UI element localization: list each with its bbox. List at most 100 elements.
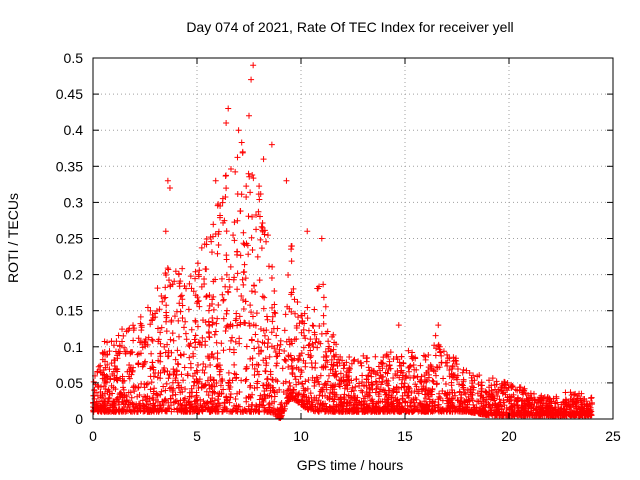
data-point xyxy=(407,399,414,406)
y-tick-label: 0.05 xyxy=(56,375,83,391)
data-point xyxy=(236,313,243,320)
data-point xyxy=(234,154,241,161)
outlier-point xyxy=(248,76,255,83)
data-point xyxy=(214,202,221,209)
data-point xyxy=(93,400,100,407)
data-point xyxy=(162,387,169,394)
data-point xyxy=(282,357,289,364)
data-point xyxy=(101,383,108,390)
data-point xyxy=(119,338,126,345)
data-point xyxy=(330,408,337,415)
data-point xyxy=(372,353,379,360)
data-point xyxy=(158,292,165,299)
data-point xyxy=(224,322,231,329)
data-point xyxy=(527,405,534,412)
data-point xyxy=(237,208,244,215)
data-point xyxy=(171,313,178,320)
data-point xyxy=(299,317,306,324)
data-point xyxy=(466,370,473,377)
data-point xyxy=(346,354,353,361)
data-point xyxy=(544,395,551,402)
data-point xyxy=(284,387,291,394)
data-point xyxy=(540,409,547,416)
data-point xyxy=(385,366,392,373)
data-point xyxy=(366,367,373,374)
data-point xyxy=(202,382,209,389)
data-point xyxy=(326,393,333,400)
data-point xyxy=(301,401,308,408)
data-point xyxy=(208,238,215,245)
data-point xyxy=(372,378,379,385)
data-point xyxy=(195,338,202,345)
data-point xyxy=(111,362,118,369)
data-point xyxy=(269,263,276,270)
data-point xyxy=(227,337,234,344)
data-point xyxy=(102,364,109,371)
data-point xyxy=(311,329,318,336)
data-point xyxy=(430,378,437,385)
data-point xyxy=(299,312,306,319)
data-point xyxy=(233,402,240,409)
data-point xyxy=(314,285,321,292)
data-point xyxy=(108,360,115,367)
data-point xyxy=(307,336,314,343)
data-point xyxy=(256,404,263,411)
data-point xyxy=(277,401,284,408)
data-point xyxy=(196,303,203,310)
data-point xyxy=(217,377,224,384)
outlier-point xyxy=(395,322,402,329)
data-point xyxy=(322,380,329,387)
data-point xyxy=(400,360,407,367)
data-point xyxy=(330,361,337,368)
data-point xyxy=(241,268,248,275)
data-point xyxy=(471,404,478,411)
data-point xyxy=(317,372,324,379)
data-point xyxy=(311,306,318,313)
data-point xyxy=(91,404,98,411)
data-point xyxy=(157,375,164,382)
data-point xyxy=(223,310,230,317)
data-point xyxy=(208,381,215,388)
data-point xyxy=(197,402,204,409)
data-point xyxy=(348,388,355,395)
data-point xyxy=(182,330,189,337)
data-point xyxy=(253,310,260,317)
data-point xyxy=(243,343,250,350)
data-point xyxy=(223,324,230,331)
data-point xyxy=(354,394,361,401)
data-point xyxy=(237,321,244,328)
data-point xyxy=(212,404,219,411)
data-point xyxy=(259,293,266,300)
data-point xyxy=(216,362,223,369)
data-point xyxy=(138,327,145,334)
data-point xyxy=(332,351,339,358)
data-point xyxy=(425,352,432,359)
data-point xyxy=(99,349,106,356)
data-point xyxy=(162,407,169,414)
data-point xyxy=(274,325,281,332)
data-point xyxy=(215,242,222,249)
data-point xyxy=(241,319,248,326)
data-point xyxy=(313,374,320,381)
data-point xyxy=(477,393,484,400)
data-point xyxy=(119,326,126,333)
data-point xyxy=(287,383,294,390)
data-point xyxy=(305,376,312,383)
data-point xyxy=(361,383,368,390)
data-point xyxy=(346,364,353,371)
data-point xyxy=(213,320,220,327)
data-point xyxy=(245,213,252,220)
data-point xyxy=(268,329,275,336)
data-point xyxy=(252,331,259,338)
data-point xyxy=(137,313,144,320)
data-point xyxy=(290,285,297,292)
data-point xyxy=(527,394,534,401)
data-point xyxy=(192,292,199,299)
data-point xyxy=(93,389,100,396)
data-point xyxy=(142,338,149,345)
data-point xyxy=(117,348,124,355)
data-point xyxy=(454,366,461,373)
y-tick-label: 0.45 xyxy=(56,86,83,102)
data-point xyxy=(166,371,173,378)
data-point xyxy=(104,388,111,395)
